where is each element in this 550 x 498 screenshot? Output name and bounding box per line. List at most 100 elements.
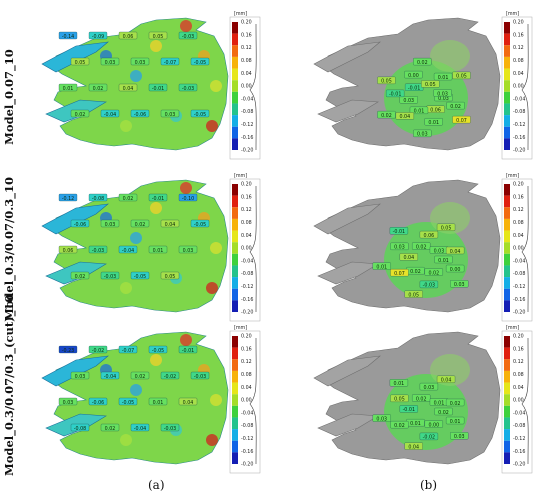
scale-unit: [mm]: [506, 173, 519, 179]
scale-unit: [mm]: [506, 11, 519, 17]
deviation-label: -0.23: [58, 345, 78, 354]
scale-tick-label: 0.04: [513, 385, 524, 391]
svg-text:0.02: 0.02: [75, 112, 86, 118]
scale-tick-label: -0.04: [241, 96, 253, 102]
scale-tick-label: -0.12: [513, 284, 525, 290]
deviation-label: -0.12: [58, 193, 78, 202]
scale-tick-label: -0.16: [241, 297, 253, 303]
deviation-label: 0.04: [436, 375, 456, 384]
panel-3-a: -0.23 -0.02 -0.07 -0.05 -0.01 0.03 -0.04 0.02 -0…: [28, 320, 268, 478]
svg-text:0.05: 0.05: [456, 74, 467, 80]
svg-text:-0.02: -0.02: [423, 435, 435, 441]
panel-2-b: 0.01 0.00 0.03 0.02 -0.03 0.05 0.02 0.07 0.01 0.0…: [300, 168, 540, 326]
scale-tick-label: 0.00: [513, 84, 524, 90]
svg-text:-0.05: -0.05: [194, 222, 206, 228]
deviation-label: 0.05: [377, 76, 396, 85]
svg-text:0.02: 0.02: [417, 60, 428, 66]
row-label-1: Model_0.07_10: [2, 49, 16, 145]
deviation-label: -0.03: [419, 280, 439, 289]
svg-text:0.04: 0.04: [403, 255, 414, 261]
scale-tick-label: 0.12: [241, 207, 252, 213]
deviation-label: 0.02: [412, 242, 431, 250]
svg-text:0.03: 0.03: [75, 374, 86, 380]
svg-text:-0.09: -0.09: [92, 34, 104, 40]
svg-text:0.06: 0.06: [424, 233, 435, 239]
svg-text:0.03: 0.03: [105, 222, 116, 228]
deviation-label: 0.02: [434, 407, 453, 416]
deviation-label: -0.06: [70, 219, 90, 228]
deviation-label: 0.02: [100, 423, 120, 432]
deviation-map-1-b: 0.030.020.070.060.010.030.010.040.020.03…: [313, 11, 533, 160]
deviation-label: -0.01: [148, 83, 168, 92]
svg-text:-0.05: -0.05: [134, 274, 146, 280]
svg-text:-0.05: -0.05: [122, 400, 134, 406]
scale-tick-label: 0.08: [241, 372, 252, 378]
deviation-label: 0.02: [412, 394, 431, 402]
scale-tick-label: -0.16: [241, 135, 253, 141]
deviation-label: 0.02: [446, 101, 465, 110]
scale-tick-label: -0.04: [513, 258, 525, 264]
svg-text:0.02: 0.02: [394, 423, 405, 429]
deviation-label: 0.02: [130, 219, 150, 228]
svg-text:0.03: 0.03: [424, 385, 435, 391]
svg-text:0.02: 0.02: [93, 86, 104, 92]
svg-text:0.01: 0.01: [394, 381, 405, 387]
svg-text:0.04: 0.04: [408, 444, 419, 450]
svg-text:0.05: 0.05: [381, 79, 392, 85]
scale-tick-label: 0.08: [513, 58, 524, 64]
scale-tick-label: -0.08: [513, 109, 525, 115]
svg-text:0.02: 0.02: [381, 113, 392, 119]
deviation-label: 0.03: [160, 109, 180, 118]
deviation-map-3-a: -0.23 -0.02 -0.07 -0.05 -0.01 0.03 -0.04 0.02 -0…: [41, 325, 261, 474]
svg-text:0.05: 0.05: [425, 82, 436, 88]
deviation-label: 0.05: [160, 271, 180, 280]
deviation-label: 0.04: [118, 83, 138, 92]
scale-tick-label: 0.00: [513, 398, 524, 404]
deviation-label: -0.06: [88, 397, 108, 406]
deviation-label: 0.01: [58, 83, 78, 92]
scale-tick-label: 0.00: [241, 84, 252, 90]
panel-1-b: 0.03 0.02 0.07 0.06 0.01 0.03 0.01 0.04 0.02 0.03…: [300, 6, 540, 164]
deviation-label: -0.05: [190, 109, 210, 118]
deviation-label: 0.02: [88, 83, 108, 92]
svg-text:-0.03: -0.03: [92, 248, 104, 254]
scale-tick-label: 0.04: [513, 233, 524, 239]
deviation-label: -0.01: [386, 89, 405, 98]
svg-text:0.05: 0.05: [441, 226, 452, 232]
scale-tick-label: -0.20: [241, 462, 253, 468]
color-scale: [mm] 0.20 0.16 0.12 0.08 0.04 0.00 -0.04 -0.08 -0…: [501, 173, 533, 322]
svg-text:-0.08: -0.08: [92, 196, 104, 202]
deviation-label: 0.02: [445, 398, 465, 407]
deviation-label: -0.05: [190, 219, 210, 228]
scale-unit: [mm]: [506, 325, 519, 331]
scale-tick-label: -0.04: [241, 258, 253, 264]
svg-text:0.02: 0.02: [135, 374, 146, 380]
deviation-label: -0.08: [88, 193, 108, 202]
deviation-label: 0.05: [148, 31, 168, 40]
deviation-label: -0.10: [178, 193, 198, 202]
deviation-label: 0.01: [148, 397, 168, 406]
svg-text:0.01: 0.01: [153, 248, 164, 254]
svg-text:-0.04: -0.04: [104, 374, 116, 380]
deviation-label: 0.02: [118, 193, 138, 202]
deviation-label: 0.02: [70, 109, 90, 118]
svg-text:0.05: 0.05: [153, 34, 164, 40]
scale-tick-label: -0.04: [513, 410, 525, 416]
svg-text:0.01: 0.01: [450, 419, 461, 425]
svg-text:0.03: 0.03: [417, 132, 428, 138]
svg-text:-0.03: -0.03: [104, 274, 116, 280]
svg-text:0.01: 0.01: [438, 258, 449, 264]
svg-text:0.03: 0.03: [394, 245, 405, 251]
deviation-label: 0.05: [404, 290, 423, 298]
svg-text:0.01: 0.01: [63, 86, 74, 92]
svg-text:0.02: 0.02: [123, 196, 134, 202]
svg-text:-0.07: -0.07: [122, 348, 134, 354]
scale-unit: [mm]: [234, 173, 247, 179]
caption-b: (b): [420, 478, 438, 492]
deviation-label: 0.03: [450, 432, 469, 440]
svg-text:0.06: 0.06: [123, 34, 134, 40]
scale-tick-label: -0.16: [513, 297, 525, 303]
scale-tick-label: 0.04: [513, 71, 524, 77]
deviation-label: 0.01: [445, 416, 465, 425]
deviation-label: 0.01: [148, 245, 168, 254]
